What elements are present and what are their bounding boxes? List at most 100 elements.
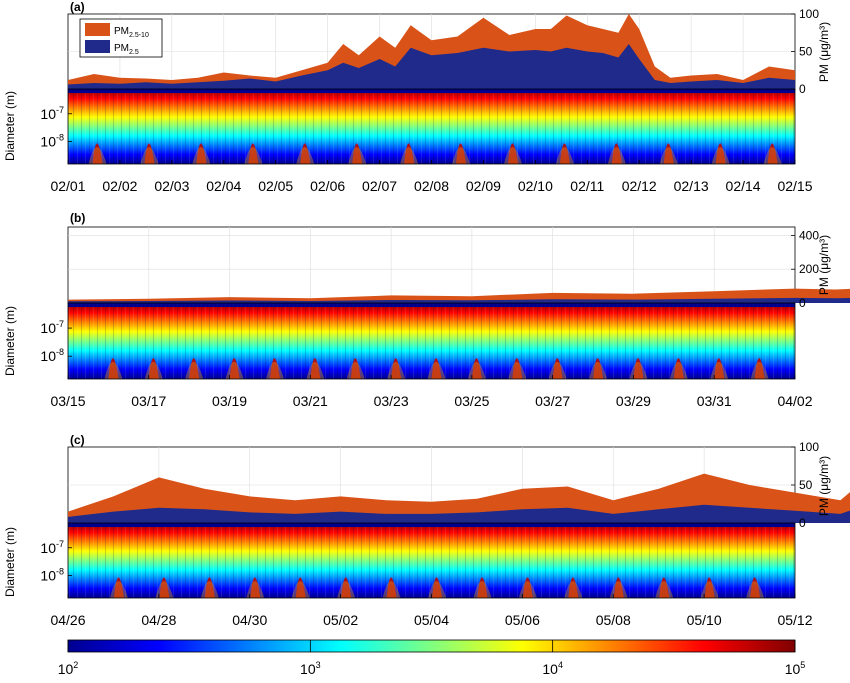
pm-tick-label: 400 <box>799 228 819 242</box>
panel-c-label: (c) <box>70 433 85 447</box>
panel-c: (c) 04/26 04/28 04/30 05/02 05/04 05/06 05/08 0… <box>3 433 850 628</box>
nucleation-event <box>633 358 644 379</box>
size-dist-texture <box>68 303 795 379</box>
panel-b-pm-ylabel: PM (μg/m³) <box>817 235 831 295</box>
x-tick-label: 03/17 <box>131 393 166 409</box>
nucleation-event <box>704 577 715 598</box>
nucleation-event <box>189 358 200 379</box>
size-axes <box>67 302 796 380</box>
size-dist-top-band <box>68 303 795 307</box>
x-tick-label: 02/06 <box>310 178 345 194</box>
nucleation-event <box>250 577 261 598</box>
nucleation-halo <box>346 361 365 379</box>
nucleation-halo <box>711 147 730 164</box>
nucleation-halo <box>427 361 446 379</box>
nucleation-event <box>559 143 570 164</box>
size-tick-label: 10-8 <box>40 347 64 364</box>
panel-a: (a) 02/01 02/02 02/03 02/04 02/05 02/06 02/07 0… <box>3 0 831 194</box>
pm-tick-label: 50 <box>799 478 813 492</box>
panel-b-label: (b) <box>70 211 85 225</box>
nucleation-halo <box>185 361 204 379</box>
nucleation-halo <box>503 147 522 164</box>
nucleation-event <box>404 143 415 164</box>
nucleation-halo <box>348 147 367 164</box>
nucleation-halo <box>155 581 174 598</box>
nucleation-halo <box>382 581 401 598</box>
x-tick-label: 02/12 <box>622 178 657 194</box>
size-dist-texture <box>68 89 795 164</box>
size-tick-label: 10-7 <box>40 539 64 556</box>
nucleation-halo <box>109 581 128 598</box>
x-tick-label: 05/06 <box>505 612 540 628</box>
nucleation-event <box>352 143 363 164</box>
nucleation-halo <box>192 147 211 164</box>
x-tick-label: 02/02 <box>102 178 137 194</box>
nucleation-halo <box>607 147 626 164</box>
x-tick-label: 02/15 <box>777 178 812 194</box>
colorbar-gradient <box>67 639 796 653</box>
nucleation-event <box>350 358 361 379</box>
x-tick-label: 02/11 <box>570 178 604 194</box>
x-tick-label: 02/08 <box>414 178 449 194</box>
x-tick-label: 03/19 <box>212 393 247 409</box>
panel-a-pm-area <box>67 13 796 90</box>
nucleation-halo <box>428 581 447 598</box>
nucleation-event <box>159 577 170 598</box>
nucleation-halo <box>400 147 419 164</box>
x-tick-label: 05/12 <box>777 612 812 628</box>
nucleation-event <box>522 577 533 598</box>
nucleation-halo <box>518 581 537 598</box>
nucleation-halo <box>296 147 315 164</box>
x-tick-label: 02/01 <box>50 178 85 194</box>
nucleation-event <box>229 358 240 379</box>
x-tick-label: 03/23 <box>374 393 409 409</box>
x-tick-label: 05/10 <box>687 612 722 628</box>
nucleation-halo <box>225 361 244 379</box>
x-tick-label: 04/28 <box>141 612 176 628</box>
panel-b-x-ticks: 03/15 03/17 03/19 03/21 03/23 03/25 03/27 03/29… <box>50 375 813 409</box>
nucleation-event <box>552 358 563 379</box>
x-tick-label: 02/09 <box>466 178 501 194</box>
x-tick-label: 05/04 <box>414 612 449 628</box>
nucleation-event <box>663 143 674 164</box>
colorbar-tick-label: 103 <box>300 660 321 677</box>
panel-a-pm-ticks: 0 50 100 <box>791 7 819 96</box>
x-tick-label: 02/07 <box>362 178 397 194</box>
panel-a-size-ticks: 10-7 10-8 <box>40 105 72 150</box>
nucleation-halo <box>508 361 527 379</box>
nucleation-event <box>613 577 624 598</box>
nucleation-event <box>92 143 103 164</box>
panel-a-label: (a) <box>70 0 85 14</box>
pm-fine-area <box>68 44 795 89</box>
nucleation-event <box>204 577 215 598</box>
nucleation-event <box>750 577 761 598</box>
nucleation-event <box>512 358 523 379</box>
nucleation-halo <box>548 361 567 379</box>
x-tick-label: 02/05 <box>258 178 293 194</box>
pm-tick-label: 200 <box>799 262 819 276</box>
nucleation-halo <box>306 361 325 379</box>
colorbar: 102 103 104 105 <box>58 639 805 677</box>
nucleation-event <box>714 358 725 379</box>
legend: PM2.5-10 PM2.5 <box>79 18 163 58</box>
x-tick-label: 04/02 <box>777 393 812 409</box>
panel-c-pm-ticks: 0 50 100 <box>791 440 819 530</box>
x-tick-label: 02/03 <box>154 178 189 194</box>
nucleation-halo <box>655 581 674 598</box>
panel-a-x-ticks: 02/01 02/02 02/03 02/04 02/05 02/06 02/07 02/08… <box>50 160 813 194</box>
nucleation-event <box>432 577 443 598</box>
nucleation-event <box>196 143 207 164</box>
panel-c-pm-area <box>67 446 850 524</box>
legend-label-coarse: PM2.5-10 <box>114 26 149 39</box>
x-tick-label: 03/25 <box>454 393 489 409</box>
nucleation-halo <box>659 147 678 164</box>
nucleation-event <box>477 577 488 598</box>
nucleation-halo <box>88 147 107 164</box>
nucleation-event <box>391 358 402 379</box>
nucleation-halo <box>265 361 284 379</box>
nucleation-halo <box>609 581 628 598</box>
nucleation-halo <box>555 147 574 164</box>
x-tick-label: 05/02 <box>323 612 358 628</box>
panel-a-pm-ylabel: PM (μg/m³) <box>817 22 831 82</box>
panel-a-size-ylabel: Diameter (m) <box>3 91 17 161</box>
